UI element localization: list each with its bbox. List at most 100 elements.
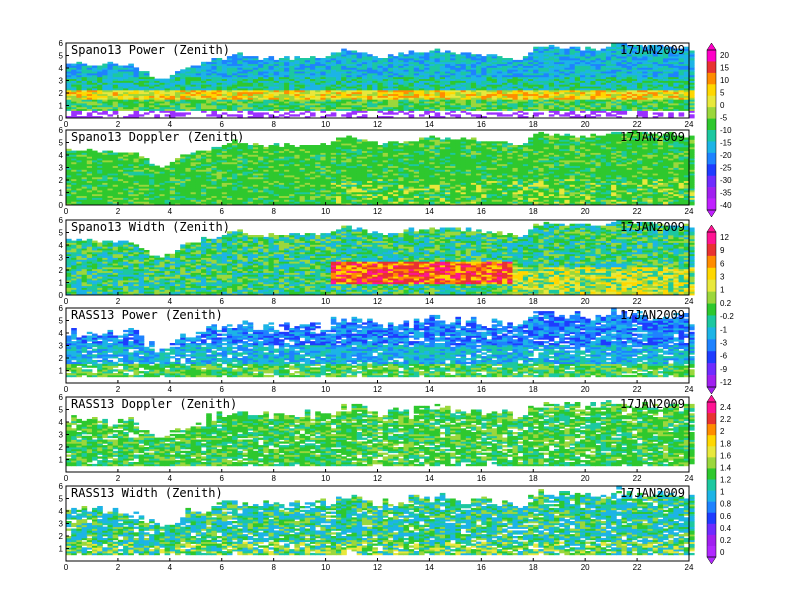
heatmap-cell [170,162,176,164]
heatmap-cell [383,58,389,60]
heatmap-cell [601,49,607,51]
heatmap-cell [269,56,275,58]
heatmap-cell [185,67,191,69]
heatmap-cell [507,58,513,60]
heatmap-cell [575,47,581,49]
heatmap-cell [471,54,477,56]
heatmap-cell [144,71,150,73]
heatmap-cell [336,52,342,54]
heatmap-cell [149,77,155,79]
heatmap-cell [331,52,337,54]
x-tick-label: 10 [321,120,330,129]
heatmap-cell [596,51,602,53]
heatmap-cell [409,114,415,116]
heatmap-cell [404,112,410,114]
heatmap-cell [66,149,72,151]
heatmap-cell [585,47,591,49]
heatmap-cell [201,62,207,64]
heatmap-cell [502,58,508,60]
heatmap-cell [378,58,384,60]
heatmap-cell [263,147,269,149]
heatmap-cell [518,60,524,62]
heatmap-cell [123,153,129,155]
heatmap-cell [253,56,259,58]
heatmap-cell [513,112,519,114]
heatmap-cell [185,112,191,114]
y-tick-label: 2 [59,89,64,98]
heatmap-cell [82,64,88,66]
heatmap-cell [175,112,181,114]
heatmap-cell [165,166,171,168]
heatmap-cell [606,47,612,49]
heatmap-cell [455,54,461,56]
heatmap-cell [590,49,596,51]
x-tick-label: 24 [685,120,694,129]
heatmap-cell [92,151,98,153]
y-tick-label: 4 [59,64,64,73]
heatmap-cell [606,112,612,114]
heatmap-cell [139,114,145,116]
heatmap-cell [481,56,487,58]
heatmap-cell [450,52,456,54]
heatmap-cell [538,47,544,49]
heatmap-cell [274,60,280,62]
heatmap-cell [404,54,410,56]
heatmap-cell [533,47,539,49]
heatmap-cell [97,112,103,114]
heatmap-cell [217,147,223,149]
heatmap-cell [559,114,565,116]
heatmap-cell [258,145,264,147]
heatmap-cell [279,147,285,149]
heatmap-cell [128,153,134,155]
heatmap-cell [76,62,82,64]
heatmap-cell [398,52,404,54]
heatmap-cell [564,112,570,114]
x-tick-label: 8 [271,120,276,129]
panel-title: Spano13 Power (Zenith) [71,43,230,57]
heatmap-cell [487,54,493,56]
heatmap-cell [445,112,451,114]
heatmap-cell [549,45,555,47]
x-tick-label: 16 [477,120,486,129]
heatmap-cell [87,66,93,68]
y-tick-label: 3 [59,77,64,86]
heatmap-cell [160,79,166,81]
heatmap-cell [279,58,285,60]
heatmap-cell [108,62,114,64]
heatmap-cell [310,112,316,114]
heatmap-cell [331,112,337,114]
heatmap-cell [352,51,358,53]
heatmap-cell [128,114,134,116]
heatmap-cell [362,52,368,54]
heatmap-cell [523,112,529,114]
heatmap-cell [294,56,300,58]
heatmap-cell [284,112,290,114]
heatmap-cell [165,79,171,81]
heatmap-cell [263,58,269,60]
heatmap-cell [76,151,82,153]
heatmap-cell [492,54,498,56]
heatmap-cell [243,56,249,58]
heatmap-cell [211,58,217,60]
heatmap-cell [315,58,321,60]
heatmap-cell [596,114,602,116]
heatmap-cell [118,66,124,68]
heatmap-cell [346,51,352,53]
heatmap-cell [222,145,228,147]
heatmap-cell [689,51,695,53]
heatmap-cell [196,151,202,153]
heatmap-cell [154,79,160,81]
heatmap-cell [419,52,425,54]
heatmap-cell [154,114,160,116]
heatmap-cell [118,153,124,155]
heatmap-cell [310,56,316,58]
heatmap-cell [580,51,586,53]
heatmap-cell [102,151,108,153]
x-tick-label: 2 [116,120,121,129]
heatmap-cell [455,114,461,116]
x-tick-label: 12 [373,120,382,129]
heatmap-cell [507,114,513,116]
heatmap-cell [393,112,399,114]
heatmap-cell [487,112,493,114]
heatmap-cell [134,153,140,155]
